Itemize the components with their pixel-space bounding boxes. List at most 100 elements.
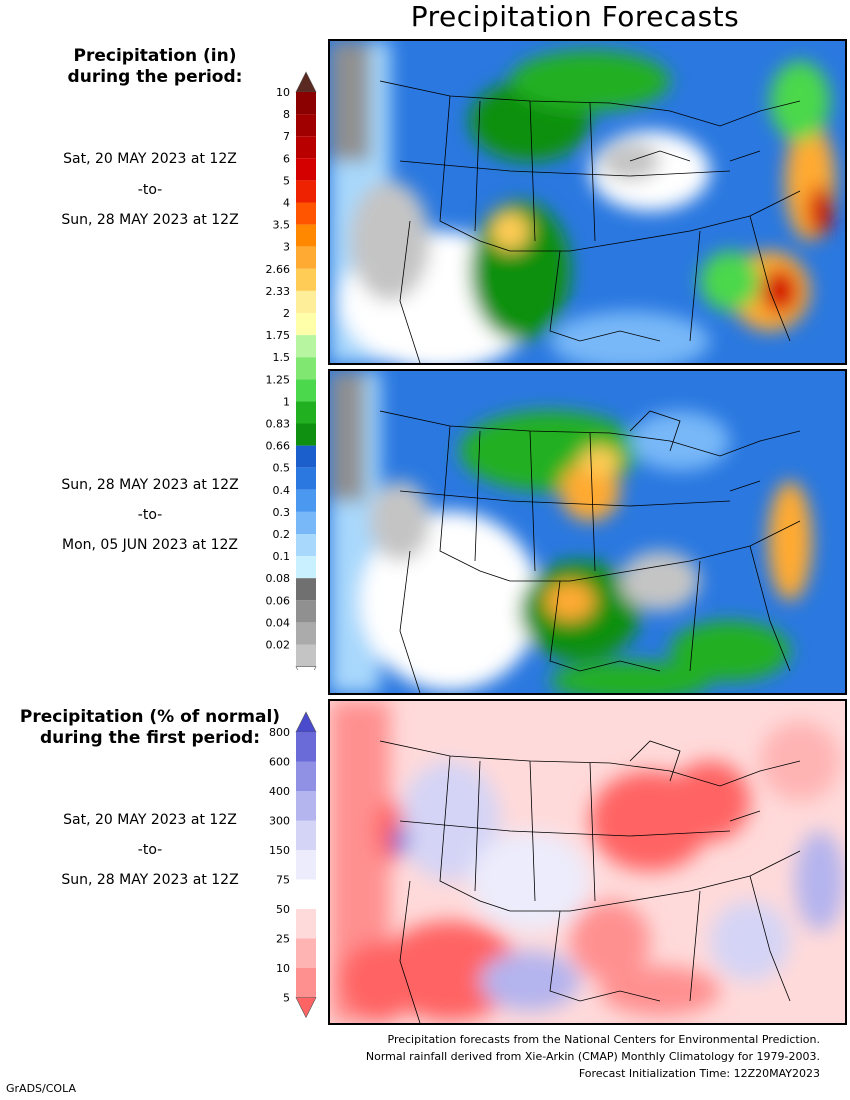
amount-colorbar-swatch	[296, 578, 316, 601]
normal-colorbar-top-arrow	[295, 711, 317, 733]
amount-colorbar-swatch	[296, 357, 316, 380]
normal-colorbar-swatch	[296, 850, 316, 880]
amount-colorbar-tick-label: 0.5	[273, 462, 291, 475]
amount-colorbar-tick-label: 0.04	[266, 616, 291, 629]
amount-colorbar-swatch	[296, 489, 316, 512]
period2-end: Mon, 05 JUN 2023 at 12Z	[62, 537, 238, 553]
amount-colorbar-swatch	[296, 114, 316, 137]
amount-colorbar-tick-label: 2.33	[266, 285, 291, 298]
amount-colorbar-swatch	[296, 202, 316, 225]
normal-colorbar-swatch	[296, 968, 316, 998]
amount-header-line2: during the period:	[67, 67, 243, 87]
amount-colorbar-tick-label: 1.75	[266, 329, 291, 342]
amount-colorbar-swatch	[296, 644, 316, 667]
normal-colorbar-swatch	[296, 879, 316, 909]
amount-colorbar-tick-label: 1.5	[273, 351, 291, 364]
period1-start: Sat, 20 MAY 2023 at 12Z	[63, 151, 237, 167]
normal-colorbar-tick-label: 75	[276, 874, 290, 887]
amount-colorbar-swatch	[296, 511, 316, 534]
amount-colorbar-swatch	[296, 92, 316, 115]
normal-colorbar-tick-label: 5	[283, 992, 290, 1005]
period3-sep: -to-	[137, 842, 163, 858]
amount-colorbar-bottom-arrow	[295, 666, 317, 670]
amount-colorbar-tick-label: 5	[283, 174, 290, 187]
normal-header-line1: Precipitation (% of normal)	[19, 707, 281, 727]
period2-sep: -to-	[137, 507, 163, 523]
footer: Precipitation forecasts from the Nationa…	[366, 1031, 820, 1082]
normal-colorbar-tick-label: 25	[276, 933, 290, 946]
footer-line2: Normal rainfall derived from Xie-Arkin (…	[365, 1050, 820, 1063]
amount-colorbar-tick-label: 0.4	[273, 484, 291, 497]
amount-colorbar-swatch	[296, 158, 316, 181]
amount-colorbar-swatch	[296, 224, 316, 247]
normal-colorbar: 800 600 400 300 150 75 50 25 10 5	[269, 711, 317, 1019]
percent-normal-map	[330, 701, 845, 1023]
normal-colorbar-swatch	[296, 791, 316, 821]
amount-colorbar-tick-label: 0.2	[273, 528, 291, 541]
amount-colorbar-tick-label: 0.1	[273, 550, 291, 563]
amount-colorbar-swatch	[296, 600, 316, 623]
amount-header-line1: Precipitation (in)	[73, 46, 237, 66]
amount-colorbar-swatch	[296, 290, 316, 313]
normal-colorbar-swatch	[296, 732, 316, 762]
amount-colorbar-tick-label: 1	[283, 395, 290, 408]
amount-colorbar-tick-label: 2	[283, 307, 290, 320]
amount-colorbar-swatch	[296, 534, 316, 557]
page-title: Precipitation Forecasts	[410, 0, 740, 33]
amount-colorbar-swatch	[296, 445, 316, 468]
period2-start: Sun, 28 MAY 2023 at 12Z	[61, 477, 239, 493]
period1-sep: -to-	[137, 182, 163, 198]
amount-colorbar-swatch	[296, 401, 316, 424]
normal-colorbar-tick-label: 10	[276, 962, 290, 975]
amount-colorbar-swatch	[296, 556, 316, 579]
normal-colorbar-bottom-arrow	[295, 997, 317, 1019]
normal-colorbar-tick-label: 400	[269, 785, 290, 798]
normal-colorbar-tick-label: 50	[276, 903, 290, 916]
amount-colorbar-tick-label: 4	[283, 197, 290, 210]
amount-colorbar: 10 8 7 6 5 4 3.5 3 2.66 2.33 2 1.75 1.5 1.25 1 0.83 0.66…	[266, 71, 317, 670]
amount-colorbar-tick-label: 0.02	[266, 639, 291, 652]
amount-colorbar-swatch	[296, 136, 316, 159]
precip-map-1	[330, 41, 845, 363]
period3-end: Sun, 28 MAY 2023 at 12Z	[61, 872, 239, 888]
amount-colorbar-tick-label: 0.08	[266, 572, 291, 585]
map-panel-period2	[328, 369, 847, 695]
normal-colorbar-swatch	[296, 820, 316, 850]
amount-colorbar-tick-label: 8	[283, 108, 290, 121]
normal-colorbar-swatch	[296, 909, 316, 939]
amount-colorbar-tick-label: 3	[283, 241, 290, 254]
period3-start: Sat, 20 MAY 2023 at 12Z	[63, 812, 237, 828]
amount-colorbar-swatch	[296, 246, 316, 269]
amount-colorbar-swatch	[296, 622, 316, 645]
normal-colorbar-tick-label: 800	[269, 726, 290, 739]
amount-colorbar-tick-label: 1.25	[266, 373, 291, 386]
amount-colorbar-swatch	[296, 180, 316, 203]
normal-colorbar-swatch	[296, 761, 316, 791]
footer-line1: Precipitation forecasts from the Nationa…	[387, 1033, 821, 1046]
amount-colorbar-tick-label: 3.5	[273, 219, 291, 232]
amount-colorbar-tick-label: 7	[283, 130, 290, 143]
precip-map-2	[330, 371, 845, 693]
credit: GrADS/COLA	[6, 1082, 76, 1095]
amount-colorbar-tick-label: 0.06	[266, 594, 291, 607]
normal-colorbar-swatch	[296, 938, 316, 968]
normal-colorbar-tick-label: 150	[269, 844, 290, 857]
map-panel-percent-normal	[328, 699, 847, 1025]
amount-colorbar-tick-label: 2.66	[266, 263, 291, 276]
amount-colorbar-tick-label: 0.83	[266, 418, 291, 431]
normal-header-line2: during the first period:	[39, 728, 261, 748]
normal-header: Precipitation (% of normal) during the f…	[10, 707, 290, 749]
map-panel-period1	[328, 39, 847, 365]
amount-colorbar-swatch	[296, 335, 316, 358]
amount-colorbar-swatch	[296, 268, 316, 291]
period1-end: Sun, 28 MAY 2023 at 12Z	[61, 212, 239, 228]
amount-colorbar-swatch	[296, 313, 316, 336]
amount-colorbar-tick-label: 0.66	[266, 440, 291, 453]
amount-header: Precipitation (in) during the period:	[40, 46, 270, 88]
amount-colorbar-tick-label: 10	[276, 86, 290, 99]
amount-colorbar-swatch	[296, 467, 316, 490]
normal-colorbar-tick-label: 300	[269, 815, 290, 828]
footer-line3: Forecast Initialization Time: 12Z20MAY20…	[578, 1067, 820, 1080]
amount-colorbar-tick-label: 0.3	[273, 506, 291, 519]
normal-colorbar-tick-label: 600	[269, 756, 290, 769]
